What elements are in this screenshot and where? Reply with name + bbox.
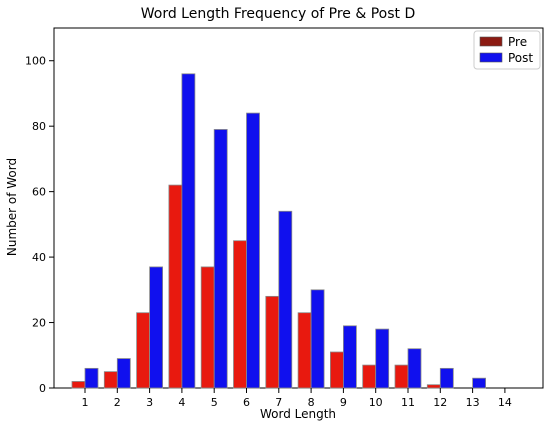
bars-group xyxy=(71,73,487,389)
bar-post-1 xyxy=(84,367,99,389)
legend-swatch-pre xyxy=(479,36,503,47)
x-tick-label: 8 xyxy=(308,396,315,409)
legend: Pre Post xyxy=(473,30,541,70)
legend-swatch-post xyxy=(479,52,503,63)
bar-pre-11 xyxy=(394,364,409,389)
y-tick-label: 80 xyxy=(32,120,46,133)
bar-post-10 xyxy=(375,328,390,389)
bar-post-5 xyxy=(213,129,228,389)
bar-pre-12 xyxy=(426,384,441,389)
bar-post-13 xyxy=(472,377,487,389)
bar-pre-9 xyxy=(329,351,344,389)
bar-post-9 xyxy=(342,325,357,389)
x-tick-label: 12 xyxy=(433,396,447,409)
x-tick-label: 7 xyxy=(275,396,282,409)
x-tick-label: 6 xyxy=(243,396,250,409)
x-tick-label: 13 xyxy=(466,396,480,409)
x-tick-label: 10 xyxy=(369,396,383,409)
y-tick-label: 60 xyxy=(32,186,46,199)
legend-label-post: Post xyxy=(508,51,533,65)
x-tick-label: 3 xyxy=(146,396,153,409)
bar-post-3 xyxy=(149,266,164,389)
bar-pre-6 xyxy=(233,240,247,389)
bar-pre-1 xyxy=(71,381,86,389)
x-tick-label: 9 xyxy=(340,396,347,409)
x-axis-label: Word Length xyxy=(260,407,336,421)
bar-pre-7 xyxy=(265,295,280,389)
bar-pre-3 xyxy=(136,312,151,389)
bar-post-12 xyxy=(439,367,454,389)
bar-post-11 xyxy=(407,348,422,389)
y-axis-label: Number of Word xyxy=(5,158,19,256)
y-tick-label: 100 xyxy=(25,55,46,68)
y-ticks-group: 0 20 40 60 80 100 xyxy=(25,55,54,395)
bar-post-8 xyxy=(310,289,325,389)
x-ticks-group: 1 2 3 4 5 6 7 8 9 10 11 12 13 14 xyxy=(82,388,512,409)
bar-post-7 xyxy=(278,210,293,389)
y-tick-label: 20 xyxy=(32,317,46,330)
x-tick-label: 11 xyxy=(401,396,415,409)
legend-label-pre: Pre xyxy=(508,35,527,49)
bar-pre-8 xyxy=(297,312,312,389)
x-tick-label: 5 xyxy=(211,396,218,409)
x-tick-label: 1 xyxy=(82,396,89,409)
bar-pre-4 xyxy=(168,184,183,389)
y-tick-label: 40 xyxy=(32,251,46,264)
chart-title: Word Length Frequency of Pre & Post D xyxy=(141,6,416,22)
bar-pre-2 xyxy=(103,371,118,389)
bar-post-4 xyxy=(181,73,196,389)
y-tick-label: 0 xyxy=(39,382,46,395)
x-tick-label: 14 xyxy=(498,396,512,409)
x-tick-label: 4 xyxy=(178,396,185,409)
x-tick-label: 2 xyxy=(114,396,121,409)
bar-post-2 xyxy=(116,358,131,389)
bar-pre-10 xyxy=(362,364,377,389)
bar-post-6 xyxy=(246,112,260,389)
bar-pre-5 xyxy=(200,266,215,389)
